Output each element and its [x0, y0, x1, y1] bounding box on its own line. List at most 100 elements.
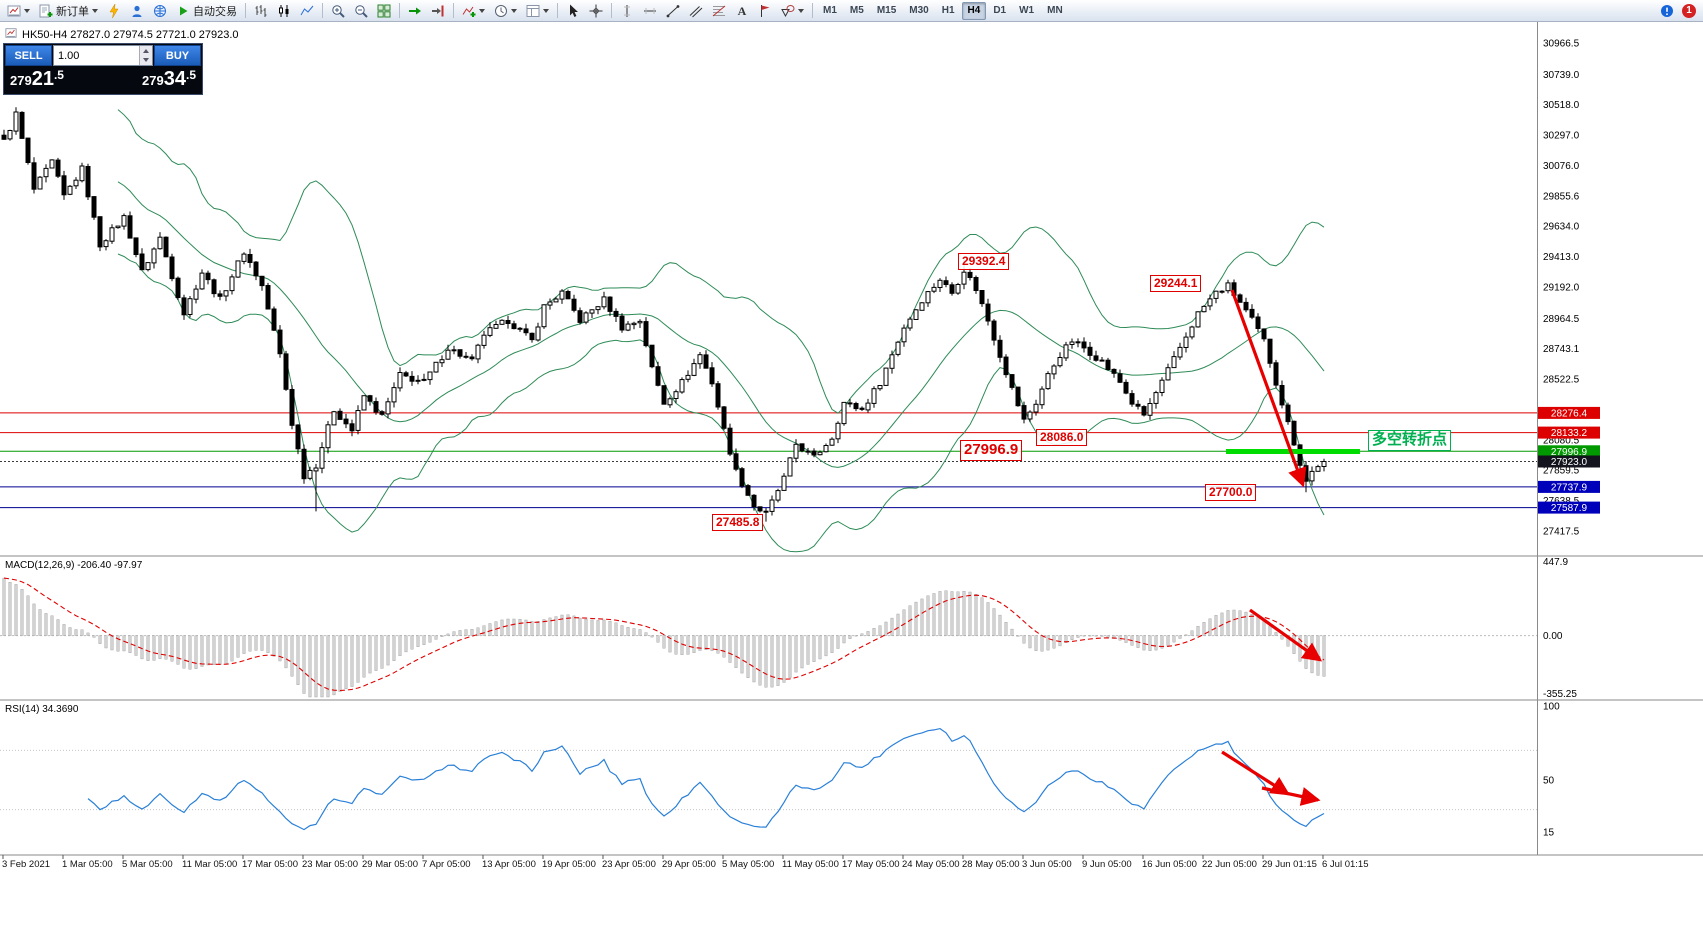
toolbar-separator	[399, 3, 400, 18]
candlestick-mode-button[interactable]	[273, 1, 295, 20]
zoom-out-button[interactable]	[350, 1, 372, 20]
svg-text:23 Mar 05:00: 23 Mar 05:00	[302, 859, 358, 870]
periods-button[interactable]	[490, 1, 521, 20]
label-button[interactable]	[754, 1, 776, 20]
crosshair-button[interactable]	[585, 1, 607, 20]
downtrend-arrow-rsi[interactable]	[1221, 750, 1291, 796]
price-axis[interactable]: 30966.5 30739.0 30518.0 30297.0 30076.0 29855…	[1538, 39, 1600, 538]
notification-badge[interactable]: 1	[1682, 3, 1696, 18]
svg-text:24 May 05:00: 24 May 05:00	[902, 859, 960, 870]
cursor-button[interactable]	[562, 1, 584, 20]
svg-text:15: 15	[1543, 827, 1555, 838]
buy-button[interactable]: BUY	[154, 45, 201, 66]
toolbar-right-group: 1	[1656, 1, 1700, 20]
template-icon	[526, 4, 540, 17]
indicators-button[interactable]	[458, 1, 489, 20]
svg-text:27859.5: 27859.5	[1543, 466, 1580, 477]
svg-text:29634.0: 29634.0	[1543, 222, 1580, 233]
timeframe-h1-button[interactable]: H1	[941, 5, 955, 16]
volume-decrease-icon[interactable]	[140, 55, 152, 65]
svg-text:6 Jul 01:15: 6 Jul 01:15	[1322, 859, 1368, 870]
shapes-button[interactable]	[777, 1, 808, 20]
profile-button[interactable]	[126, 1, 148, 20]
svg-text:30297.0: 30297.0	[1543, 131, 1580, 142]
chart-canvas[interactable]: 30966.5 30739.0 30518.0 30297.0 30076.0 29855…	[0, 22, 1703, 943]
templates-button[interactable]	[522, 1, 553, 20]
clock-icon	[495, 4, 507, 17]
bar-chart-mode-button[interactable]	[250, 1, 272, 20]
price-label-27700[interactable]: 27700.0	[1205, 484, 1257, 501]
symbol-ohlc-text: HK50-H4 27827.0 27974.5 27721.0 27923.0	[22, 28, 239, 41]
globe-icon	[154, 4, 166, 17]
sell-button[interactable]: SELL	[5, 45, 52, 66]
tile-windows-button[interactable]	[373, 1, 395, 20]
trendline-button[interactable]	[662, 1, 684, 20]
auto-trading-button[interactable]: 自动交易	[172, 1, 241, 20]
price-label-27996[interactable]: 27996.9	[960, 440, 1023, 461]
svg-text:5 May 05:00: 5 May 05:00	[722, 859, 774, 870]
volume-increase-icon[interactable]	[140, 46, 152, 56]
downtrend-arrow-macd[interactable]	[1249, 608, 1323, 662]
svg-text:28 May 05:00: 28 May 05:00	[962, 859, 1020, 870]
price-label-27485[interactable]: 27485.8	[712, 514, 764, 531]
text-button[interactable]: A	[731, 1, 753, 20]
newchart-icon	[7, 5, 21, 16]
timeframe-m5-button[interactable]: M5	[849, 5, 864, 16]
timeframe-d1-button[interactable]: D1	[993, 5, 1007, 16]
svg-text:50: 50	[1543, 776, 1555, 787]
timeframe-mn-button[interactable]: MN	[1047, 5, 1063, 16]
svg-text:27417.5: 27417.5	[1543, 527, 1580, 538]
toolbar-left-group: 新订单 自动交易 A M1 M5 M15 M30 H1 H4 D1 W1 MN	[3, 1, 1656, 20]
timeframe-h4-button[interactable]: H4	[961, 1, 987, 20]
auto-scroll-button[interactable]	[404, 1, 426, 20]
price-label-29392[interactable]: 29392.4	[958, 253, 1010, 270]
auto-trading-button-label: 自动交易	[193, 5, 237, 18]
time-axis[interactable]: 3 Feb 2021 1 Mar 05:00 5 Mar 05:00 11 Mar 0…	[2, 855, 1368, 870]
trend-icon	[666, 4, 680, 17]
toolbar-separator	[453, 3, 454, 18]
shift-icon	[432, 5, 444, 16]
price-label-29244[interactable]: 29244.1	[1150, 275, 1202, 292]
downtrend-arrow-rsi-2[interactable]	[1261, 786, 1321, 806]
toolbar-separator	[245, 3, 246, 18]
volume-input[interactable]	[54, 46, 139, 65]
notifications-button[interactable]	[1656, 1, 1678, 20]
zoomin-icon	[332, 4, 345, 18]
cursor-icon	[570, 4, 578, 17]
price-label-28086[interactable]: 28086.0	[1036, 429, 1088, 446]
timeframe-m30-button[interactable]: M30	[909, 5, 929, 16]
zoom-in-button[interactable]	[327, 1, 349, 20]
rsi-panel: 100 50 15	[0, 702, 1560, 838]
timeframe-m1-button[interactable]: M1	[823, 5, 837, 16]
line-chart-mode-button[interactable]	[296, 1, 318, 20]
new-order-button[interactable]: 新订单	[35, 1, 102, 20]
svg-text:22 Jun 05:00: 22 Jun 05:00	[1202, 859, 1257, 870]
trend-arrows[interactable]	[1221, 289, 1323, 806]
macd-indicator-label: MACD(12,26,9) -206.40 -97.97	[5, 560, 143, 571]
fibonacci-button[interactable]	[708, 1, 730, 20]
flag-icon	[761, 4, 770, 17]
timeframe-m15-button[interactable]: M15	[876, 5, 897, 16]
turning-point-label[interactable]: 多空转折点	[1368, 430, 1452, 451]
rsi-indicator-label: RSI(14) 34.3690	[5, 704, 79, 715]
community-button[interactable]	[149, 1, 171, 20]
downtrend-arrow-main[interactable]	[1230, 289, 1307, 488]
new-chart-button[interactable]	[3, 1, 34, 20]
chart-shift-button[interactable]	[427, 1, 449, 20]
dropdown-caret-icon	[511, 8, 517, 13]
svg-text:28133.2: 28133.2	[1551, 428, 1588, 439]
expert-advisors-button[interactable]	[103, 1, 125, 20]
bars-icon	[255, 4, 267, 17]
svg-text:-355.25: -355.25	[1543, 689, 1577, 700]
svg-text:28743.1: 28743.1	[1543, 344, 1580, 355]
textA-icon: A	[738, 4, 747, 18]
horizontal-line-button[interactable]	[639, 1, 661, 20]
turning-point-highlight[interactable]	[1226, 449, 1360, 454]
timeframe-w1-button[interactable]: W1	[1019, 5, 1035, 16]
svg-text:27737.9: 27737.9	[1551, 482, 1588, 493]
toolbar-separator	[557, 3, 558, 18]
bid-price: 27921.5	[10, 68, 64, 90]
vertical-line-button[interactable]	[616, 1, 638, 20]
channel-button[interactable]	[685, 1, 707, 20]
horizontal-levels[interactable]	[0, 412, 1537, 509]
